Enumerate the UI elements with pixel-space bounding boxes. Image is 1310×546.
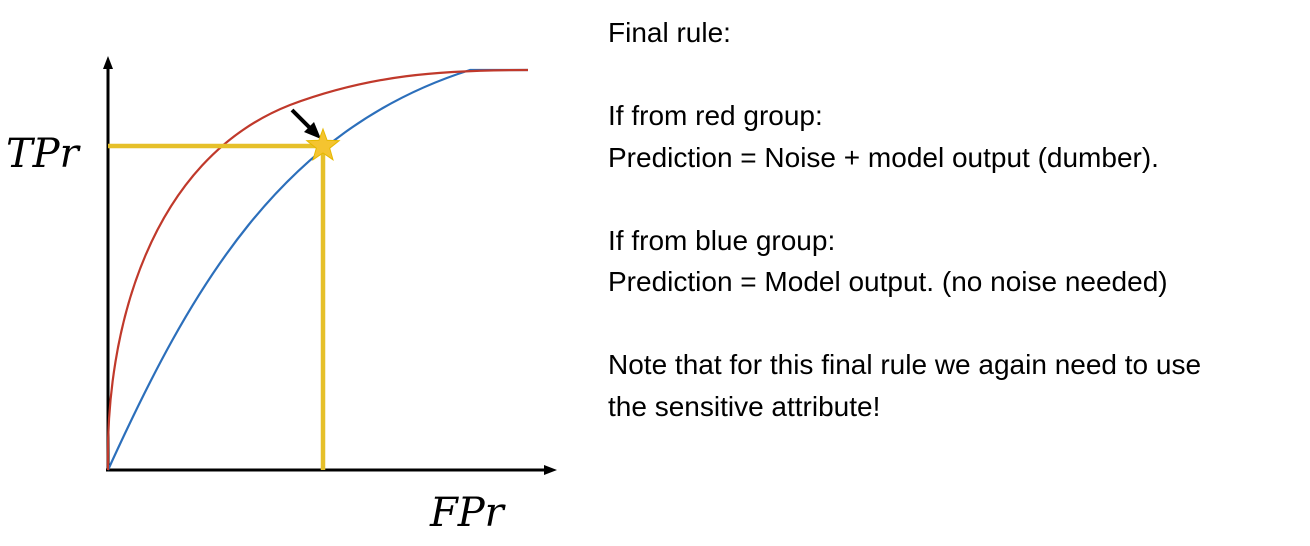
operating-point-star-icon [305, 127, 341, 161]
x-axis-arrowhead [544, 465, 557, 475]
y-axis-arrowhead [103, 56, 113, 69]
blue-group-rule: Prediction = Model output. (no noise nee… [608, 266, 1168, 297]
notes-title: Final rule: [608, 17, 731, 48]
x-axis-label: FPr [430, 490, 504, 536]
pointer-arrow-head [304, 122, 321, 139]
red-group-roc-curve [106, 68, 529, 471]
blue-group-roc-curve [106, 68, 528, 471]
pointer-arrow-shaft [290, 108, 314, 132]
blue-group-header: If from blue group: [608, 224, 836, 256]
red-group-header: If from red group: [608, 100, 823, 131]
red-group-rule: Prediction = Noise + model output (dumbe… [608, 141, 1159, 173]
sensitive-attribute-note-line-1: Note that for this final rule we again n… [608, 349, 1202, 380]
sensitive-attribute-note-line-2: the sensitive attribute! [608, 390, 881, 422]
y-axis-label: TPr [6, 131, 79, 177]
final-rule-notes: Final rule: If from red group: Predictio… [608, 12, 1308, 427]
roc-diagram [103, 56, 557, 475]
